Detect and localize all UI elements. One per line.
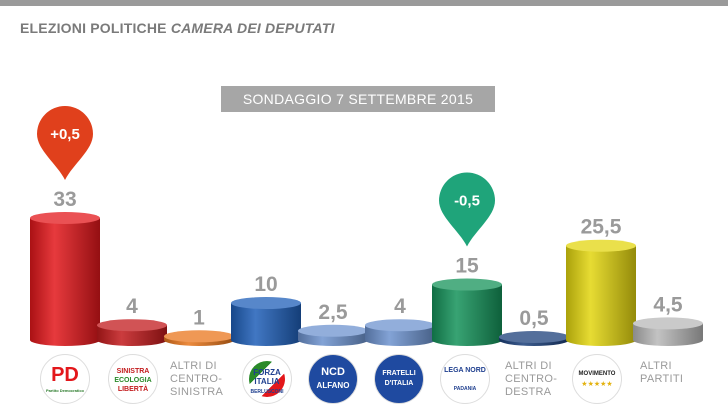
change-pin-1 — [37, 106, 93, 180]
category-altri-centrosinistra: ALTRI DI CENTRO- SINISTRA — [170, 360, 224, 398]
bar-8 — [499, 331, 569, 346]
ncd-logo: NCD ALFANO — [308, 354, 358, 404]
ncd-logo-line2: ALFANO — [316, 381, 350, 390]
top-bar — [0, 0, 728, 6]
bar-top-6 — [365, 319, 435, 332]
m5s-logo-line1: MOVIMENTO — [578, 371, 616, 377]
bar-top-5 — [298, 324, 368, 337]
bar-4 — [231, 297, 301, 346]
fi-logo-line2: ITALIA — [254, 377, 280, 386]
bar-body-7 — [432, 284, 502, 346]
bar-body-2 — [97, 325, 167, 346]
value-label-2: 4 — [126, 295, 138, 318]
pd-logo-subtext: Partito Democratico — [45, 388, 84, 393]
fi-logo-line1: FORZA — [253, 368, 281, 377]
bar-9 — [566, 239, 636, 346]
forza-italia-logo: FORZA ITALIA BERLUSCONI — [242, 354, 292, 404]
value-label-7: 15 — [455, 255, 479, 278]
bar-body-9 — [566, 245, 636, 346]
bar-2 — [97, 319, 167, 346]
poll-date-text: SONDAGGIO 7 SETTEMBRE 2015 — [242, 91, 474, 107]
fdi-logo-line1: FRATELLI — [382, 370, 416, 377]
fi-tricolor — [249, 361, 285, 397]
bar-body-1 — [30, 218, 100, 346]
category-altri-partiti: ALTRI PARTITI — [640, 360, 684, 385]
bar-5 — [298, 324, 368, 346]
fdi-logo-line2: D'ITALIA — [384, 380, 414, 387]
fdi-logo: FRATELLI D'ITALIA — [374, 354, 424, 404]
lega-logo-line1: LEGA NORD — [444, 367, 486, 374]
title-italic: CAMERA DEI DEPUTATI — [170, 20, 335, 36]
bar-top-1 — [30, 212, 100, 224]
sel-logo-line2: ECOLOGIA — [114, 377, 152, 384]
title-main: ELEZIONI POLITICHE — [20, 20, 167, 36]
bar-7 — [432, 278, 502, 346]
change-pin-2 — [439, 172, 495, 247]
fi-logo-line3: BERLUSCONI — [250, 389, 284, 395]
pd-logo-text: PD — [51, 364, 79, 386]
bar-top-2 — [97, 319, 167, 332]
bar-top-7 — [432, 278, 502, 291]
bar-top-4 — [231, 297, 301, 310]
bar-10 — [633, 317, 703, 346]
pd-logo: PD Partito Democratico — [40, 354, 90, 404]
lega-logo-line2: PADANIA — [453, 386, 477, 392]
bar-body-6 — [365, 325, 435, 346]
page-title: ELEZIONI POLITICHE CAMERA DEI DEPUTATI — [20, 20, 335, 36]
poll-date-banner: SONDAGGIO 7 SETTEMBRE 2015 — [221, 86, 495, 112]
sel-logo: SINISTRA ECOLOGIA LIBERTÀ — [108, 354, 158, 404]
bar-6 — [365, 319, 435, 346]
change-label-1: +0,5 — [50, 126, 80, 143]
lega-nord-logo: LEGA NORD PADANIA — [440, 354, 490, 404]
bar-body-4 — [231, 303, 301, 346]
sel-logo-line3: LIBERTÀ — [117, 386, 149, 393]
bar-top-10 — [633, 317, 703, 330]
ncd-logo-line1: NCD — [321, 366, 345, 378]
m5s-logo: MOVIMENTO ★★★★★ — [572, 354, 622, 404]
change-label-2: -0,5 — [454, 193, 480, 210]
value-label-6: 4 — [394, 295, 406, 318]
category-altri-centrodestra: ALTRI DI CENTRO- DESTRA — [505, 360, 558, 398]
value-label-10: 4,5 — [653, 293, 683, 316]
bar-3 — [164, 330, 234, 346]
value-label-5: 2,5 — [318, 301, 348, 324]
bar-top-8 — [499, 331, 569, 343]
bar-body-10 — [633, 323, 703, 346]
value-label-3: 1 — [193, 306, 205, 329]
bar-1 — [30, 212, 100, 346]
value-label-1: 33 — [53, 188, 76, 211]
bar-top-9 — [566, 239, 636, 252]
value-label-4: 10 — [254, 273, 277, 296]
bar-top-3 — [164, 330, 234, 343]
sel-logo-line1: SINISTRA — [116, 368, 150, 375]
value-label-8: 0,5 — [519, 307, 549, 330]
m5s-logo-stars: ★★★★★ — [581, 381, 613, 388]
value-label-9: 25,5 — [581, 216, 622, 239]
